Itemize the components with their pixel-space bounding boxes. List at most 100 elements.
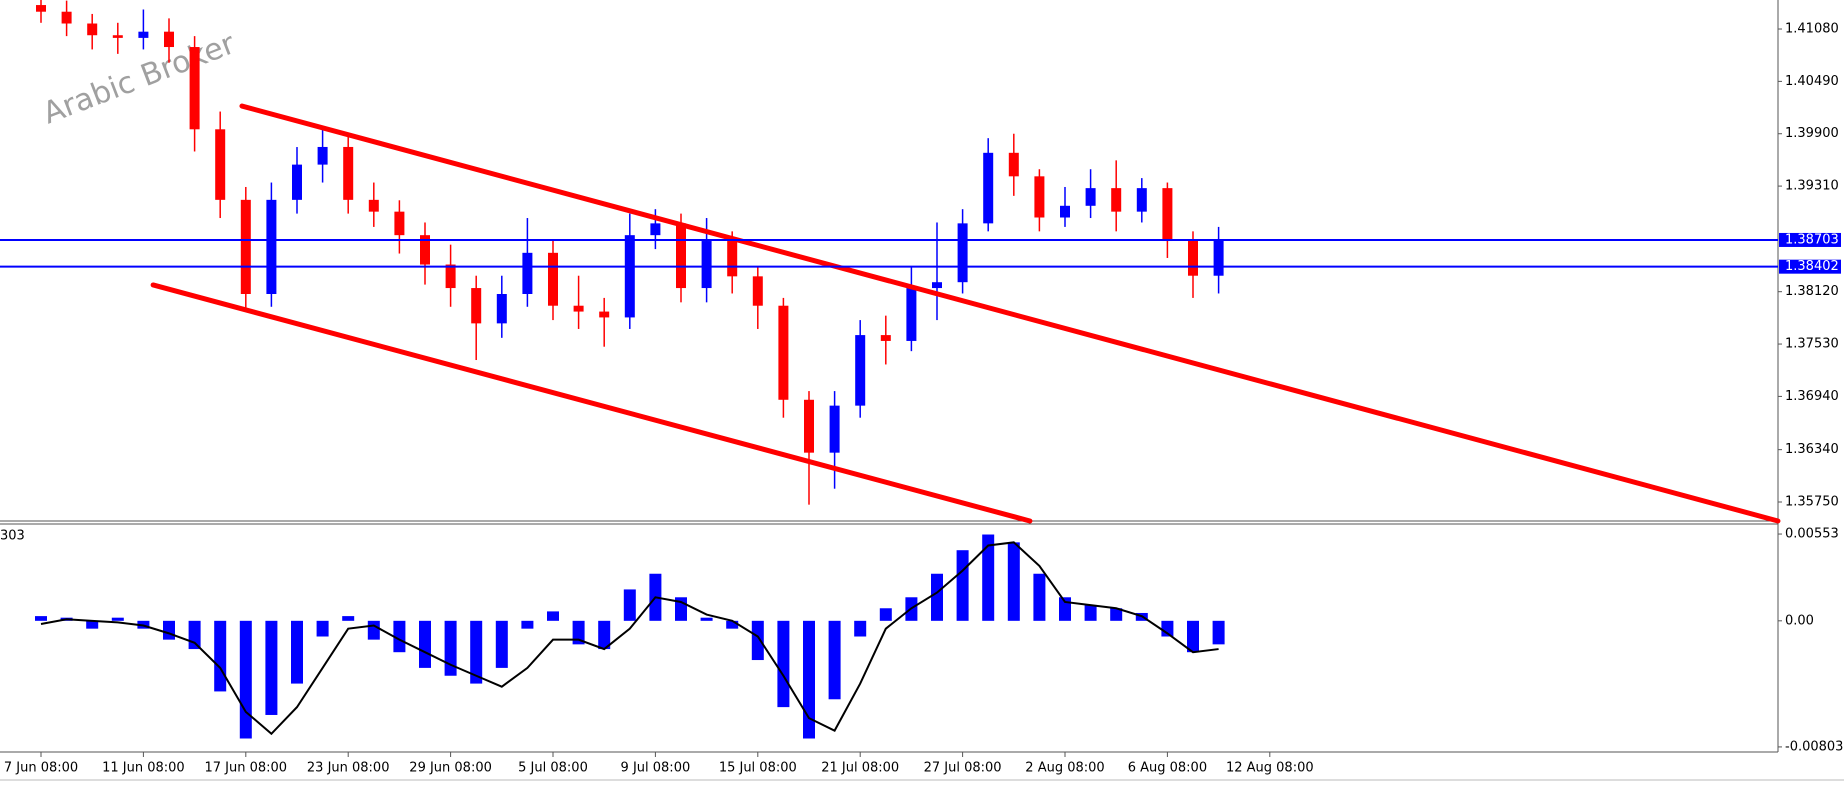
x-tick-label: 21 Jul 08:00	[821, 761, 899, 776]
histogram-bar	[1110, 608, 1123, 621]
x-tick-label: 11 Jun 08:00	[102, 761, 185, 776]
histogram-bar	[444, 620, 457, 676]
y-tick-label: 1.35750	[1785, 495, 1839, 510]
x-tick-label: 27 Jul 08:00	[924, 761, 1002, 776]
histogram-bar	[342, 616, 355, 621]
signal-line	[40, 541, 1219, 736]
histogram-bar	[291, 620, 303, 684]
histogram-bar	[777, 620, 790, 708]
candle-body	[573, 305, 584, 312]
histogram-bar	[239, 620, 252, 739]
y-tick-label: 1.39310	[1785, 179, 1839, 194]
histogram-bar	[726, 620, 739, 629]
candle-body	[701, 241, 712, 289]
price-label-box	[1779, 259, 1841, 274]
candle-body	[368, 199, 379, 212]
histogram-bar	[1007, 542, 1020, 621]
x-tick-label: 2 Aug 08:00	[1025, 761, 1104, 776]
histogram-bar	[1161, 620, 1174, 637]
histogram-bar	[419, 620, 431, 668]
candle-body	[548, 252, 558, 306]
histogram-bar	[598, 620, 611, 650]
candle-body	[522, 252, 533, 294]
price-label-box	[1779, 232, 1841, 247]
candle-body	[983, 152, 994, 224]
candle-body	[880, 335, 891, 341]
x-tick-label: 23 Jun 08:00	[307, 761, 390, 776]
price-label: 1.38402	[1785, 259, 1839, 274]
histogram-bar	[854, 620, 867, 637]
candle-body	[1085, 188, 1096, 206]
candle-body	[1008, 152, 1019, 177]
histogram-bar	[751, 620, 764, 661]
x-tick-label: 17 Jun 08:00	[205, 761, 288, 776]
candle-body	[650, 223, 661, 236]
candle-body	[394, 211, 405, 236]
histogram-bar	[1033, 573, 1046, 621]
candle-body	[1034, 176, 1045, 218]
histogram-bar	[572, 620, 585, 645]
y-tick-label: -0.008036	[1785, 739, 1844, 754]
x-tick-label: 15 Jul 08:00	[719, 761, 797, 776]
candle-body	[471, 288, 482, 324]
histogram-bar	[1212, 620, 1225, 645]
candle-body	[1213, 240, 1224, 276]
candle-body	[855, 335, 866, 406]
candle-body	[1136, 188, 1147, 212]
histogram-bar	[188, 620, 201, 650]
candle-body	[445, 264, 456, 289]
y-tick-label: 1.39900	[1785, 126, 1839, 141]
candle-body	[420, 235, 430, 265]
candle-body	[676, 223, 686, 289]
candle-body	[829, 405, 840, 453]
candle-body	[266, 199, 277, 294]
candle-body	[87, 23, 98, 36]
y-tick-label: 0.00553	[1785, 527, 1839, 542]
histogram-bar	[828, 620, 841, 700]
candle-body	[164, 31, 174, 48]
candle-body	[292, 164, 302, 200]
candle-body	[240, 199, 251, 294]
candle-body	[752, 276, 763, 306]
x-tick-label: 5 Jul 08:00	[518, 761, 588, 776]
histogram-bar	[495, 620, 508, 668]
x-tick-label: 7 Jun 08:00	[4, 761, 78, 776]
histogram-bar	[879, 608, 892, 621]
candle-body	[189, 47, 200, 130]
histogram-bar	[1187, 620, 1199, 653]
histogram-bar	[86, 620, 99, 629]
histogram-bar	[547, 611, 559, 621]
histogram-bar	[931, 573, 943, 621]
histogram-bar	[214, 620, 227, 692]
candle-body	[215, 129, 226, 200]
histogram-bar	[393, 620, 406, 653]
candle-body	[138, 31, 149, 38]
x-tick-label: 6 Aug 08:00	[1128, 761, 1207, 776]
histogram-bar	[956, 550, 969, 621]
histogram-bar	[265, 620, 278, 715]
histogram-bar	[367, 620, 380, 640]
candle-body	[1188, 241, 1198, 276]
histogram-bar	[982, 534, 995, 621]
y-tick-label: 1.41080	[1785, 22, 1839, 37]
candle-body	[112, 35, 123, 38]
candle-body	[957, 223, 968, 283]
x-tick-label: 12 Aug 08:00	[1226, 761, 1314, 776]
candle-body	[1162, 188, 1173, 242]
y-tick-label: 1.38120	[1785, 284, 1839, 299]
histogram-bar	[1084, 605, 1097, 621]
candle-body	[624, 235, 635, 318]
price-label: 1.38703	[1785, 232, 1839, 247]
candle-body	[932, 282, 942, 289]
histogram-bar	[623, 589, 636, 621]
histogram-bar	[163, 620, 175, 640]
candle-body	[496, 293, 507, 324]
candle-body	[343, 146, 354, 200]
candle-body	[727, 241, 738, 277]
histogram-bar	[700, 617, 713, 621]
candle-body	[778, 305, 789, 400]
candle-body	[906, 288, 917, 341]
candle-body	[1111, 188, 1122, 212]
